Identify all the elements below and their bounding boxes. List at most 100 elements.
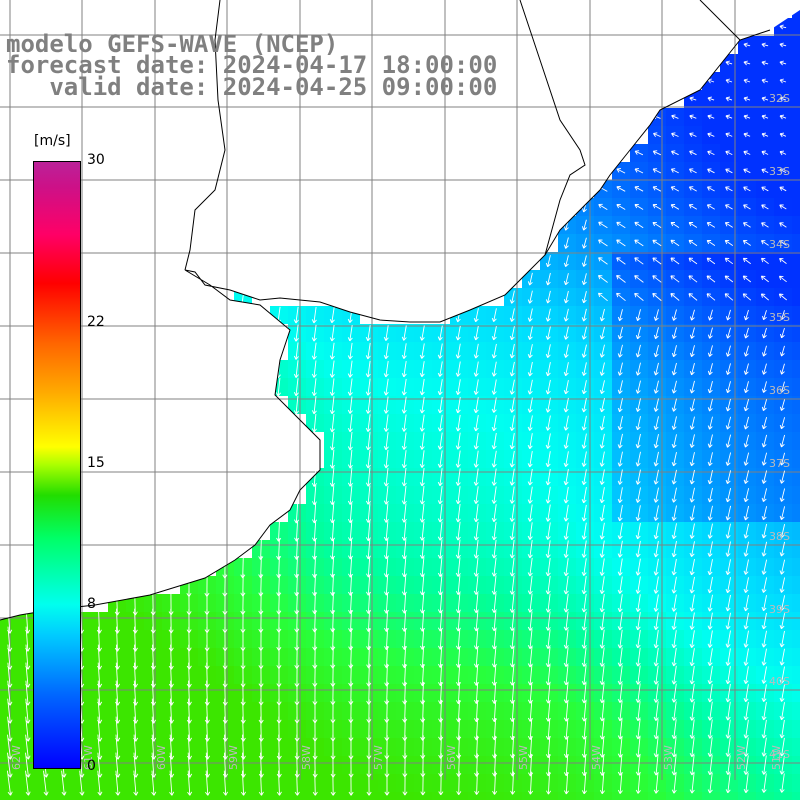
wind-arrow — [779, 595, 786, 612]
wind-arrow — [527, 540, 533, 559]
wind-cell — [306, 792, 324, 800]
wind-arrow — [634, 150, 644, 156]
wind-arrow — [97, 770, 103, 796]
wind-arrow — [293, 395, 299, 415]
wind-arrow — [616, 203, 626, 210]
wind-arrow — [61, 770, 67, 796]
wind-arrow — [689, 505, 695, 521]
wind-arrow — [617, 683, 623, 703]
wind-arrow — [652, 275, 662, 283]
wind-arrow — [743, 398, 750, 412]
wind-arrow — [491, 486, 497, 504]
wind-arrow — [725, 452, 732, 466]
wind-arrow — [365, 449, 371, 469]
wind-arrow — [653, 327, 659, 340]
wind-arrow — [311, 413, 317, 433]
wind-arrow — [563, 540, 569, 558]
wind-arrow — [671, 594, 677, 612]
wind-arrow — [761, 577, 768, 593]
wind-arrow — [205, 770, 211, 796]
wind-arrow — [528, 771, 534, 795]
wind-arrow — [546, 771, 552, 795]
wind-arrow — [527, 433, 533, 450]
wind-arrow — [563, 326, 569, 340]
wind-arrow — [419, 325, 425, 341]
wind-arrow — [725, 487, 732, 503]
wind-arrow — [527, 451, 533, 468]
longitude-label: 58W — [300, 745, 313, 770]
wind-arrow — [725, 559, 731, 576]
wind-arrow — [347, 431, 353, 451]
wind-arrow — [652, 257, 662, 265]
wind-arrow — [743, 737, 749, 757]
wind-arrow — [383, 343, 389, 360]
wind-arrow — [133, 770, 139, 796]
wind-arrow — [599, 415, 605, 431]
wind-arrow — [329, 307, 335, 324]
wind-arrow — [725, 327, 731, 339]
wind-arrow — [779, 345, 785, 357]
wind-arrow — [707, 168, 715, 174]
wind-arrow — [473, 539, 479, 559]
longitude-label: 56W — [445, 745, 458, 770]
wind-arrow — [545, 415, 551, 431]
wind-arrow — [563, 593, 569, 613]
wind-arrow — [563, 504, 569, 522]
wind-arrow — [617, 647, 623, 667]
wind-cell — [576, 792, 594, 800]
wind-arrow — [725, 630, 731, 648]
wind-arrow — [707, 186, 715, 192]
wind-cell — [738, 792, 756, 800]
wind-arrow — [670, 186, 680, 192]
wind-arrow — [689, 612, 695, 630]
wind-arrow — [581, 665, 587, 686]
wind-arrow — [311, 306, 317, 324]
wind-arrow — [725, 470, 732, 485]
wind-arrow — [671, 380, 677, 394]
wind-arrow — [778, 275, 787, 283]
wind-arrow — [401, 467, 407, 487]
wind-arrow — [617, 326, 623, 340]
wind-arrow — [491, 628, 497, 650]
wind-cell — [792, 90, 800, 108]
wind-arrow — [455, 307, 461, 323]
wind-arrow — [491, 468, 497, 486]
wind-arrow — [742, 240, 751, 246]
wind-arrow — [491, 397, 497, 413]
wind-arrow — [779, 577, 786, 593]
wind-arrow — [563, 611, 569, 631]
wind-arrow — [581, 629, 587, 649]
wind-arrow — [599, 487, 605, 504]
wind-arrow — [653, 736, 659, 758]
wind-arrow — [779, 363, 785, 375]
wind-arrow — [329, 378, 335, 396]
wind-arrow — [527, 646, 533, 668]
wind-arrow — [725, 505, 732, 521]
wind-arrow — [743, 452, 750, 466]
wind-cell — [792, 18, 800, 36]
wind-arrow — [347, 307, 353, 323]
wind-arrow — [419, 414, 425, 432]
wind-arrow — [455, 575, 461, 595]
colorbar-units: [m/s] — [34, 133, 71, 149]
wind-arrow — [581, 380, 587, 395]
wind-arrow — [563, 665, 569, 686]
wind-arrow — [653, 344, 659, 358]
wind-arrow — [760, 240, 769, 246]
wind-arrow — [670, 239, 680, 247]
wind-arrow — [491, 557, 497, 577]
wind-arrow — [563, 255, 569, 268]
wind-arrow — [329, 396, 335, 415]
wind-arrow — [706, 293, 716, 301]
wind-arrow — [617, 611, 623, 631]
wind-arrow — [527, 361, 533, 377]
wind-arrow — [707, 772, 713, 794]
wind-cell — [792, 234, 800, 252]
wind-arrow — [743, 773, 749, 794]
wind-arrow — [473, 486, 479, 504]
wind-arrow — [473, 379, 479, 395]
wind-arrow — [311, 378, 317, 396]
wind-arrow — [707, 434, 713, 448]
wind-arrow — [743, 612, 749, 630]
wind-arrow — [598, 257, 608, 265]
